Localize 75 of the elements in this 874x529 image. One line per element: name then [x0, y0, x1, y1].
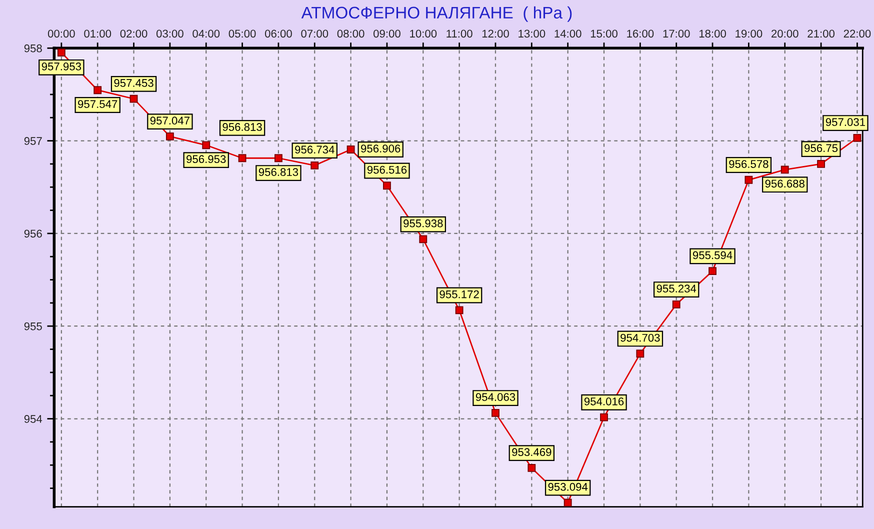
point: [672, 300, 680, 308]
y-tick-label: 955: [24, 322, 42, 330]
data-label: 956.813: [258, 168, 298, 176]
point: [274, 154, 282, 162]
point: [636, 350, 644, 358]
x-tick-label: 22:00: [844, 30, 871, 38]
data-label: 957.047: [150, 116, 190, 125]
point: [564, 498, 572, 507]
x-tick-label: 07:00: [301, 30, 328, 38]
data-label: 955.172: [440, 290, 479, 298]
x-tick-label: 11:00: [446, 30, 472, 38]
point: [600, 413, 608, 422]
x-tick-label: 18:00: [699, 30, 726, 38]
x-tick-label: 02:00: [120, 30, 148, 38]
x-tick-label: 19:00: [736, 30, 762, 38]
data-label: 955.938: [404, 219, 443, 228]
data-label: 954.016: [584, 397, 624, 406]
point: [853, 134, 862, 142]
data-label: 956.906: [361, 144, 400, 152]
x-tick-label: 09:00: [374, 30, 400, 38]
point: [744, 176, 753, 184]
x-tick-label: 01:00: [84, 30, 112, 38]
data-label: 956.688: [765, 180, 804, 188]
x-tick-label: 05:00: [228, 30, 256, 38]
y-tick-label: 954: [24, 415, 42, 423]
point: [817, 160, 825, 168]
point: [346, 146, 355, 154]
x-tick-label: 12:00: [482, 30, 509, 38]
data-label: 957.953: [42, 62, 82, 70]
y-tick-label: 956: [24, 230, 42, 238]
data-label: 956.813: [222, 123, 262, 131]
point: [202, 141, 210, 150]
data-label: 956.75: [804, 144, 838, 152]
point: [94, 86, 102, 94]
point: [419, 235, 428, 244]
point: [130, 94, 138, 103]
data-label: 953.094: [548, 482, 588, 491]
x-tick-label: 21:00: [808, 30, 835, 38]
data-label: 957.547: [78, 100, 118, 108]
data-label: 956.734: [295, 146, 334, 154]
data-label: 955.594: [692, 251, 732, 260]
x-tick-label: 00:00: [48, 30, 75, 38]
data-label: 953.469: [512, 448, 552, 456]
point: [383, 182, 391, 190]
x-tick-label: 10:00: [410, 30, 437, 38]
chart-title: АТМОСФЕРНО НАЛЯГАНЕ ( hPa ): [301, 6, 572, 22]
y-tick-label: 958: [24, 44, 42, 52]
data-label: 956.516: [367, 166, 407, 174]
data-label: 955.234: [656, 284, 696, 293]
x-tick-label: 20:00: [772, 30, 798, 38]
point: [57, 48, 66, 56]
data-label: 956.953: [186, 155, 226, 164]
x-tick-label: 03:00: [156, 30, 184, 38]
point: [492, 408, 500, 417]
x-tick-label: 06:00: [264, 30, 292, 38]
x-tick-label: 04:00: [192, 30, 220, 38]
data-label: 956.578: [729, 160, 768, 168]
y-tick-label: 957: [24, 137, 42, 145]
data-label: 954.063: [476, 393, 516, 402]
data-label: 957.453: [114, 79, 154, 87]
point: [310, 161, 319, 170]
x-tick-label: 08:00: [337, 30, 364, 38]
data-label: 954.703: [620, 334, 660, 342]
x-tick-label: 15:00: [590, 30, 618, 38]
x-tick-label: 17:00: [663, 30, 690, 38]
point: [455, 306, 464, 314]
point: [166, 132, 174, 140]
x-tick-label: 16:00: [627, 30, 654, 38]
point: [708, 267, 716, 276]
data-label: 957.031: [826, 118, 866, 126]
point: [528, 464, 536, 472]
point: [780, 166, 789, 174]
x-tick-label: 14:00: [554, 30, 582, 38]
point: [238, 154, 246, 162]
x-tick-label: 13:00: [518, 30, 546, 38]
